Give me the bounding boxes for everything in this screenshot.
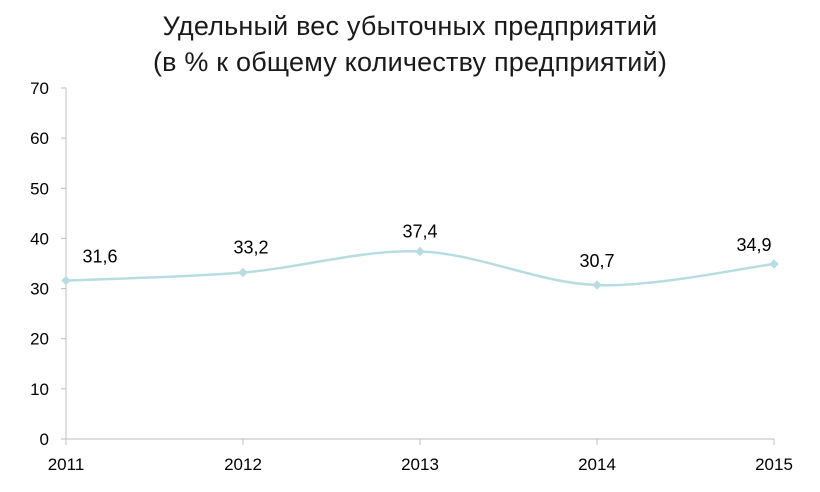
data-label: 34,9 <box>736 235 771 255</box>
data-label: 33,2 <box>233 238 268 258</box>
data-label: 31,6 <box>82 247 117 267</box>
data-labels: 31,6 33,2 37,4 30,7 34,9 <box>82 221 771 271</box>
series-line <box>64 250 776 287</box>
x-tick-label: 2012 <box>224 455 262 474</box>
data-point-marker <box>592 280 602 290</box>
y-tick-label: 30 <box>30 280 49 299</box>
chart-title-line-2: (в % к общему количеству предприятий) <box>152 47 668 77</box>
series-layer <box>61 246 779 290</box>
data-point-marker <box>238 267 248 278</box>
y-tick-label: 50 <box>30 179 49 198</box>
y-tick-label: 60 <box>30 129 49 148</box>
axes: 0 10 20 30 40 50 60 70 2011 2012 2013 2014 2015 <box>30 79 793 474</box>
data-point-marker <box>61 275 71 286</box>
y-tick-label: 20 <box>30 330 49 349</box>
x-tick-label: 2015 <box>755 455 793 474</box>
chart-title-line-1: Удельный вес убыточных предприятий <box>162 11 658 41</box>
x-tick-label: 2011 <box>48 455 85 474</box>
y-tick-label: 40 <box>30 229 49 248</box>
data-label: 30,7 <box>579 251 614 271</box>
chart-title: Удельный вес убыточных предприятий (в % … <box>0 8 820 80</box>
y-tick-label: 70 <box>30 79 49 98</box>
data-point-marker <box>415 246 425 257</box>
x-tick-label: 2013 <box>401 455 439 474</box>
data-label: 37,4 <box>402 221 437 241</box>
y-tick-label: 0 <box>40 430 49 449</box>
x-tick-label: 2014 <box>578 455 616 474</box>
y-tick-label: 10 <box>30 380 49 399</box>
data-point-marker <box>769 259 779 269</box>
